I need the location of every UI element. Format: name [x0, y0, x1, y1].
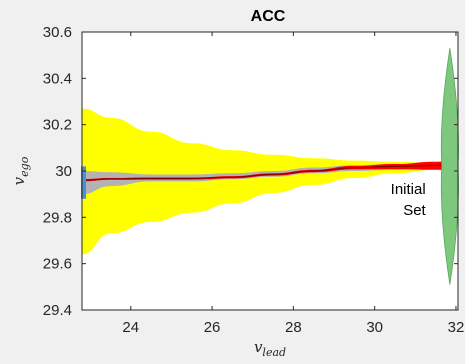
reachable-set-inner — [82, 160, 458, 182]
chart-marks — [81, 48, 459, 285]
y-axis-ticks: 29.4 29.6 29.8 30 30.2 30.4 30.6 — [43, 24, 458, 319]
y-tick-label: 29.6 — [43, 256, 72, 273]
x-tick-label: 26 — [204, 319, 221, 336]
annotation-line: Initial — [391, 181, 426, 198]
x-axis-label: vlead — [254, 338, 286, 359]
start-set-bar — [81, 166, 86, 199]
reachable-set-outer — [82, 108, 458, 255]
y-axis-label: vego — [10, 156, 31, 185]
trajectory-line — [82, 164, 458, 181]
plot-area: 24 26 28 30 32 29.4 29.6 29.8 30 30.2 30.4 30.6 In… — [43, 24, 465, 336]
x-tick-label: 28 — [285, 319, 302, 336]
y-tick-label: 30.2 — [43, 117, 72, 134]
series-group — [82, 108, 458, 255]
chart-title: ACC — [251, 8, 286, 25]
y-tick-label: 30.6 — [43, 24, 72, 41]
annotation-line: Set — [403, 202, 426, 219]
y-tick-label: 30.4 — [43, 70, 72, 87]
y-tick-label: 29.8 — [43, 209, 72, 226]
x-tick-label: 24 — [122, 319, 139, 336]
x-tick-label: 32 — [448, 319, 465, 336]
y-tick-label: 30 — [55, 163, 72, 180]
y-tick-label: 29.4 — [43, 302, 72, 319]
initial-set-annotation: Initial Set — [391, 181, 427, 219]
x-tick-label: 30 — [366, 319, 383, 336]
x-axis-ticks: 24 26 28 30 32 — [122, 32, 464, 336]
